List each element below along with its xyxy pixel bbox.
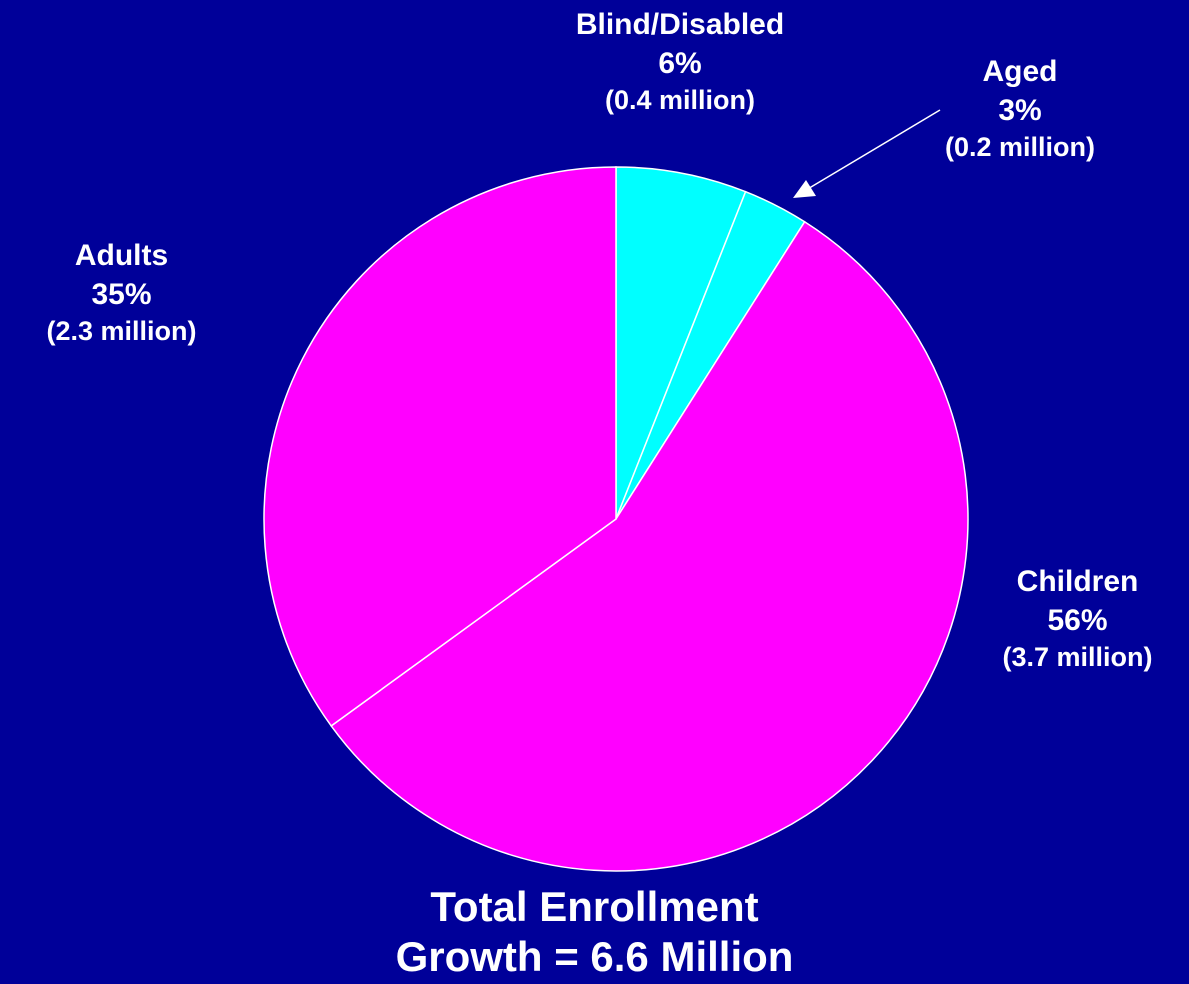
slice-percent: 6% bbox=[658, 47, 702, 80]
slice-name: Children bbox=[1016, 565, 1139, 598]
slice-name: Adults bbox=[74, 239, 169, 272]
slice-label-blind-disabled: Blind/Disabled 6% (0.4 million) bbox=[535, 5, 825, 118]
slice-label-children: Children 56% (3.7 million) bbox=[966, 562, 1189, 675]
pie-slices bbox=[263, 166, 969, 872]
slice-name: Blind/Disabled bbox=[575, 8, 785, 41]
slice-name: Aged bbox=[982, 55, 1058, 88]
slice-amount: (3.7 million) bbox=[1002, 642, 1153, 672]
slice-percent: 3% bbox=[998, 94, 1042, 127]
caption-line-1: Total Enrollment bbox=[430, 883, 759, 930]
slice-percent: 56% bbox=[1047, 604, 1108, 637]
slice-label-aged: Aged 3% (0.2 million) bbox=[900, 52, 1140, 165]
slice-label-adults: Adults 35% (2.3 million) bbox=[0, 236, 243, 349]
slice-amount: (0.2 million) bbox=[944, 132, 1096, 162]
pie-slice-adults bbox=[263, 166, 617, 727]
chart-caption: Total Enrollment Growth = 6.6 Million bbox=[0, 882, 1189, 981]
slice-amount: (0.4 million) bbox=[604, 85, 756, 115]
pie-slice-blind-disabled bbox=[615, 166, 747, 520]
slice-amount: (2.3 million) bbox=[46, 316, 197, 346]
slice-percent: 35% bbox=[91, 278, 152, 311]
aged-callout-arrow bbox=[793, 109, 941, 198]
caption-line-2: Growth = 6.6 Million bbox=[395, 932, 794, 980]
pie-slice-children bbox=[330, 220, 969, 872]
